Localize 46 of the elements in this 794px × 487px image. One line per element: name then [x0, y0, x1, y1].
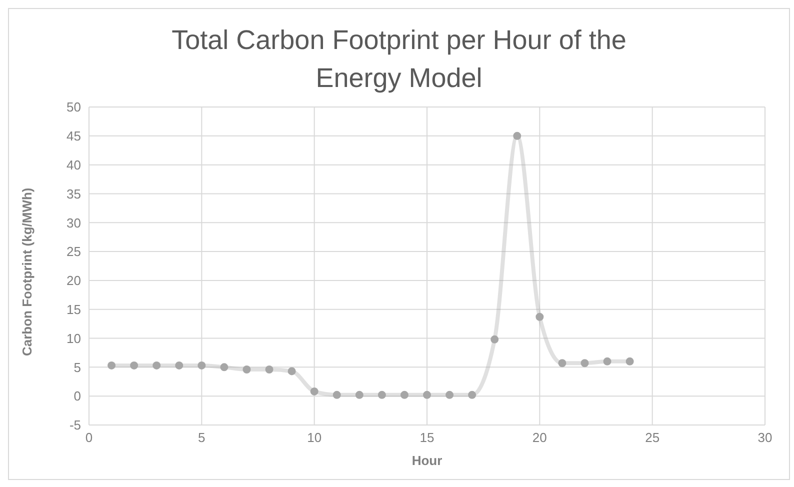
x-axis-title: Hour — [412, 453, 442, 468]
y-tick-label: 25 — [66, 244, 81, 260]
point — [446, 390, 454, 399]
y-axis-title: Carbon Footprint (kg/MWh) — [20, 188, 35, 356]
y-tick-label: 40 — [66, 157, 81, 172]
x-tick-label: 15 — [420, 430, 434, 446]
point — [198, 361, 206, 370]
y-tick-label: 10 — [66, 330, 81, 346]
point — [175, 361, 184, 370]
y-tick-label: 30 — [66, 215, 81, 230]
point — [626, 357, 634, 366]
y-tick-label: 15 — [66, 302, 81, 317]
y-tick-label: 45 — [66, 128, 81, 144]
point — [242, 365, 251, 374]
x-tick-label: 25 — [645, 430, 660, 446]
point — [558, 359, 566, 368]
x-tick-label: 30 — [758, 430, 772, 446]
point — [332, 390, 341, 399]
point — [378, 390, 386, 399]
point — [468, 390, 476, 399]
point — [513, 132, 522, 140]
y-tick-label: 20 — [66, 273, 81, 288]
point — [152, 361, 161, 370]
point — [130, 361, 138, 370]
point — [603, 357, 612, 366]
y-tick-label: 50 — [66, 100, 81, 115]
point — [355, 390, 364, 399]
point — [220, 363, 228, 372]
point — [580, 359, 589, 368]
chart-title: Total Carbon Footprint per Hour of the Energy Model — [170, 24, 628, 95]
point — [490, 335, 499, 344]
y-tick-label: -5 — [69, 418, 81, 433]
y-tick-label: 5 — [74, 360, 81, 375]
point — [288, 367, 296, 376]
point — [423, 390, 431, 399]
x-tick-label: 5 — [198, 430, 206, 446]
point — [400, 390, 408, 399]
point — [536, 312, 544, 321]
y-tick-label: 35 — [66, 186, 81, 202]
point — [108, 361, 116, 370]
x-tick-label: 10 — [307, 430, 322, 446]
point — [310, 387, 318, 396]
y-tick-label: 0 — [74, 388, 81, 404]
point — [265, 365, 274, 374]
x-tick-label: 20 — [532, 430, 547, 446]
x-tick-label: 0 — [85, 430, 93, 446]
